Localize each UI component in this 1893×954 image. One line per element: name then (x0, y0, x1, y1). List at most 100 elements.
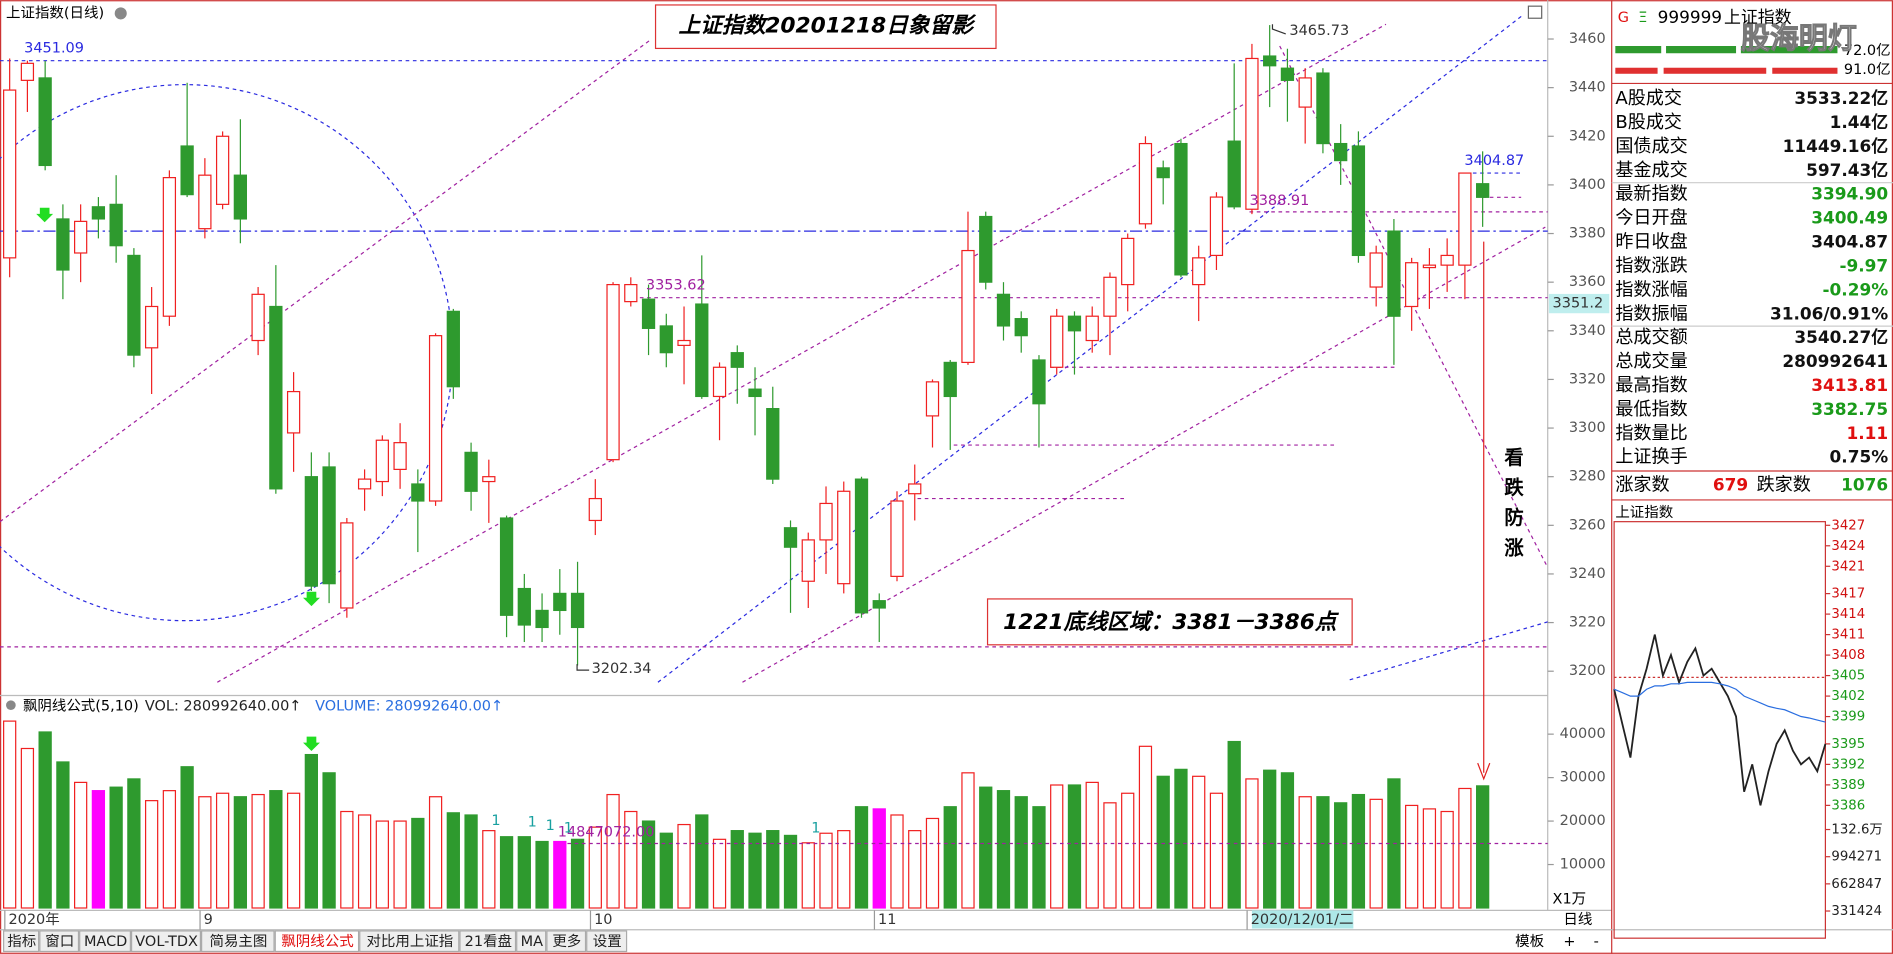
volume-bar (854, 806, 869, 909)
candle-body (659, 325, 673, 354)
toolbar-button[interactable]: 模板 (1515, 932, 1544, 950)
volume-bar (1121, 792, 1135, 909)
legend-entry: VOLUME: 280992640.00↑ (315, 698, 503, 714)
candle-body (91, 206, 106, 220)
y-tick-label: 3395 (1831, 737, 1865, 752)
quote-label: 总成交量 (1615, 351, 1687, 372)
volume-bar (215, 792, 230, 909)
volume-bar (837, 830, 851, 909)
candle-body (499, 517, 514, 616)
candle-body (109, 203, 123, 247)
toolbar-tab[interactable] (546, 930, 587, 953)
quote-value: 31.06/0.91% (1770, 303, 1888, 323)
toolbar-tab-label[interactable]: MA (521, 934, 543, 950)
volume-bar (233, 796, 248, 909)
strength-value: 91.0亿 (1844, 61, 1891, 78)
y-tick-label: 3220 (1569, 615, 1606, 631)
quote-value: 3540.27亿 (1794, 327, 1888, 347)
volume-bar (1280, 772, 1295, 909)
toolbar-tab[interactable] (516, 930, 547, 953)
y-tick-label: 10000 (1560, 857, 1606, 873)
toolbar-tab[interactable] (201, 930, 275, 953)
candle-body (1032, 359, 1046, 405)
volume-bar (411, 817, 425, 909)
breadth-value: 679 (1713, 474, 1748, 494)
dropdown-icon[interactable] (114, 7, 127, 20)
volume-bar (606, 793, 620, 909)
quote-label: 今日开盘 (1615, 208, 1687, 229)
quote-value: 3413.81 (1811, 375, 1888, 395)
y2-tick-label: 331424 (1831, 904, 1882, 919)
y-tick-label: 3460 (1569, 31, 1606, 47)
volume-bar (1156, 775, 1170, 909)
toolbar-tab[interactable] (3, 930, 40, 953)
candle-body (1174, 142, 1188, 276)
toolbar-tab[interactable] (586, 930, 628, 953)
volume-bar (180, 766, 194, 909)
toolbar-tab-label[interactable]: 对比用上证指 (366, 933, 453, 950)
toolbar-button[interactable]: + (1563, 934, 1575, 950)
y-tick-label: 3240 (1569, 566, 1606, 582)
candle-body (251, 293, 265, 342)
volume-bar (464, 814, 478, 909)
candle-body (1156, 167, 1170, 179)
y-tick-label: 3260 (1569, 517, 1606, 533)
toolbar-tab[interactable] (274, 930, 360, 953)
y-tick-label: 3424 (1831, 539, 1865, 554)
toolbar-tab[interactable] (79, 930, 131, 953)
volume-bar (1440, 810, 1454, 909)
candle-body (730, 352, 744, 368)
candle-body (1405, 262, 1419, 308)
volume-bar (198, 796, 212, 909)
toolbar-tab-label[interactable]: 设置 (593, 933, 622, 950)
candle-body (677, 339, 691, 346)
toolbar-tab[interactable] (39, 930, 80, 953)
volume-bar (695, 814, 709, 909)
toolbar-button[interactable]: - (1594, 934, 1599, 950)
quote-label: 总成交额 (1615, 327, 1687, 348)
candle-body (215, 135, 230, 205)
toolbar-tab[interactable] (459, 930, 517, 953)
toolbar-tab[interactable] (359, 930, 460, 953)
window-icon[interactable] (1527, 5, 1543, 19)
y-tick-label: 3417 (1831, 587, 1865, 602)
volume-bar (1263, 769, 1277, 909)
strength-bar (1663, 67, 1767, 74)
toolbar-tab-label[interactable]: 飘阴线公式 (281, 933, 353, 950)
y-tick-label: 3408 (1831, 648, 1865, 663)
toolbar-tab-label[interactable]: 简易主图 (209, 933, 267, 950)
volume-bar (783, 834, 798, 909)
volume-bar (1103, 802, 1117, 909)
candle-body (38, 77, 52, 167)
toolbar-tab-label[interactable]: 更多 (552, 933, 581, 950)
volume-bar (801, 842, 815, 909)
quote-value: -9.97 (1839, 255, 1888, 275)
candle-body (890, 500, 904, 577)
volume-bar (641, 820, 656, 909)
toolbar-tab-label[interactable]: 窗口 (45, 932, 74, 950)
date-highlight (1251, 910, 1354, 929)
strength-bar (1772, 67, 1838, 74)
candle-body (482, 476, 496, 483)
toolbar-tab-label[interactable]: 指标 (7, 933, 36, 950)
quote-label: 上证换手 (1615, 447, 1687, 468)
toolbar-tab-label[interactable]: MACD (84, 934, 127, 950)
down-arrow-icon (303, 736, 320, 752)
volume-bar (1067, 784, 1082, 909)
toolbar-tab[interactable] (130, 930, 202, 953)
title-box (654, 4, 997, 50)
quote-label: 国债成交 (1615, 136, 1687, 157)
candle-body (943, 361, 957, 398)
candle-body (961, 249, 975, 364)
toolbar-tab-label[interactable]: 21看盘 (465, 932, 512, 950)
volume-bar (748, 832, 762, 909)
volume-bar (659, 832, 673, 909)
volume-bar (1458, 787, 1472, 909)
y2-tick-label: 662847 (1831, 877, 1882, 892)
intraday-line (1613, 634, 1827, 806)
candle-body (74, 220, 88, 254)
candle-body (144, 305, 159, 349)
toolbar-tab-label[interactable]: VOL-TDX (135, 934, 198, 950)
dropdown-icon[interactable] (6, 700, 16, 711)
candle-body (393, 442, 407, 470)
